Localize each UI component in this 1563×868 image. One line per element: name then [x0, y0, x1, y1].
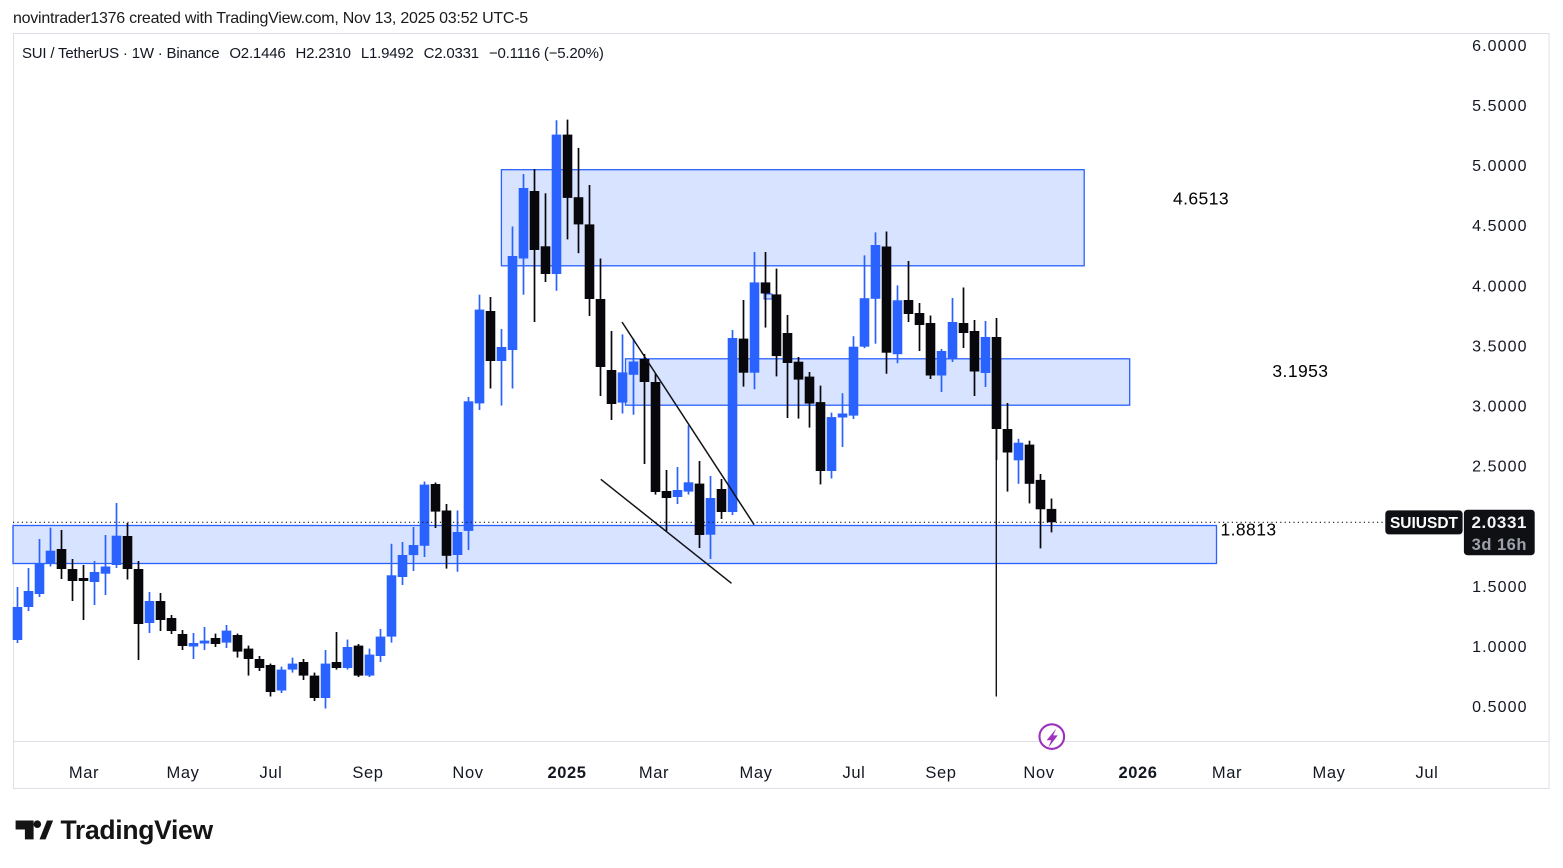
svg-text:4.6513: 4.6513: [1173, 189, 1229, 209]
svg-text:1.5000: 1.5000: [1472, 579, 1528, 596]
svg-text:2025: 2025: [547, 764, 586, 782]
svg-text:Sep: Sep: [352, 764, 383, 782]
svg-text:May: May: [740, 764, 773, 782]
svg-text:2026: 2026: [1118, 764, 1157, 782]
svg-text:TradingView: TradingView: [61, 815, 214, 845]
svg-text:3.0000: 3.0000: [1472, 399, 1528, 416]
svg-text:Jul: Jul: [843, 764, 866, 782]
svg-text:May: May: [167, 764, 200, 782]
svg-text:Sep: Sep: [925, 764, 956, 782]
svg-text:Nov: Nov: [1023, 764, 1054, 782]
svg-text:3.5000: 3.5000: [1472, 338, 1528, 355]
svg-text:2.0331: 2.0331: [1471, 513, 1527, 532]
svg-text:1.8813: 1.8813: [1221, 520, 1277, 540]
svg-text:5.0000: 5.0000: [1472, 158, 1528, 175]
svg-text:1.0000: 1.0000: [1472, 639, 1528, 656]
svg-text:SUIUSDT: SUIUSDT: [1390, 515, 1459, 532]
svg-text:Jul: Jul: [260, 764, 283, 782]
svg-text:Jul: Jul: [1416, 764, 1439, 782]
svg-text:4.5000: 4.5000: [1472, 218, 1528, 235]
svg-text:Mar: Mar: [69, 764, 99, 782]
svg-text:0.5000: 0.5000: [1472, 699, 1528, 716]
svg-text:5.5000: 5.5000: [1472, 98, 1528, 115]
svg-text:3d 16h: 3d 16h: [1472, 536, 1527, 554]
svg-text:3.1953: 3.1953: [1272, 361, 1328, 381]
svg-text:May: May: [1313, 764, 1346, 782]
svg-text:Mar: Mar: [1212, 764, 1242, 782]
svg-text:2.5000: 2.5000: [1472, 459, 1528, 476]
svg-text:Mar: Mar: [639, 764, 669, 782]
svg-text:4.0000: 4.0000: [1472, 278, 1528, 295]
svg-text:6.0000: 6.0000: [1472, 38, 1528, 55]
svg-text:Nov: Nov: [452, 764, 483, 782]
